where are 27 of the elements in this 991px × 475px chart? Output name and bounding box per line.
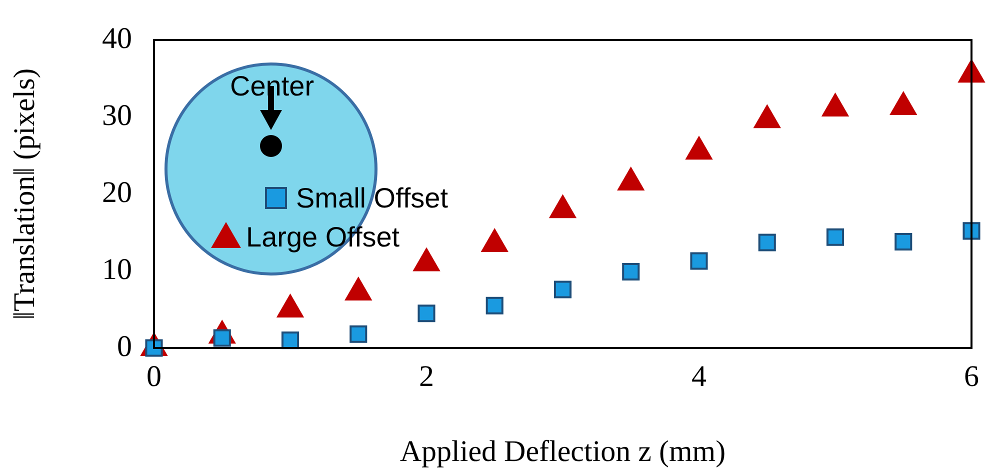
- y-axis-title: ‖Translation‖ (pixels): [8, 68, 41, 320]
- point: [686, 136, 712, 160]
- annotation: Center: [230, 70, 314, 102]
- y-tick-label: 0: [117, 330, 132, 363]
- point: [690, 252, 708, 270]
- x-tick-label: 4: [692, 360, 706, 393]
- point: [350, 325, 368, 343]
- y-tick-label: 30: [102, 98, 132, 132]
- point: [822, 93, 849, 117]
- point: [486, 296, 504, 314]
- x-tick-label: 0: [146, 360, 162, 393]
- legend-label: Small Offset: [296, 182, 448, 214]
- point: [554, 280, 572, 298]
- y-tick-label: 10: [102, 252, 132, 286]
- y-tick-label: 20: [102, 176, 132, 209]
- point: [758, 234, 776, 252]
- x-tick-label: 2: [419, 360, 434, 393]
- point: [418, 304, 436, 322]
- x-axis-title: Applied Deflection z (mm): [400, 434, 726, 468]
- point: [826, 228, 844, 246]
- point: [890, 91, 917, 115]
- y-tick-label: 40: [102, 22, 132, 55]
- point: [754, 104, 781, 128]
- point: [894, 232, 912, 251]
- point: [962, 222, 980, 240]
- x-tick-label: 6: [964, 360, 979, 393]
- point: [622, 262, 640, 281]
